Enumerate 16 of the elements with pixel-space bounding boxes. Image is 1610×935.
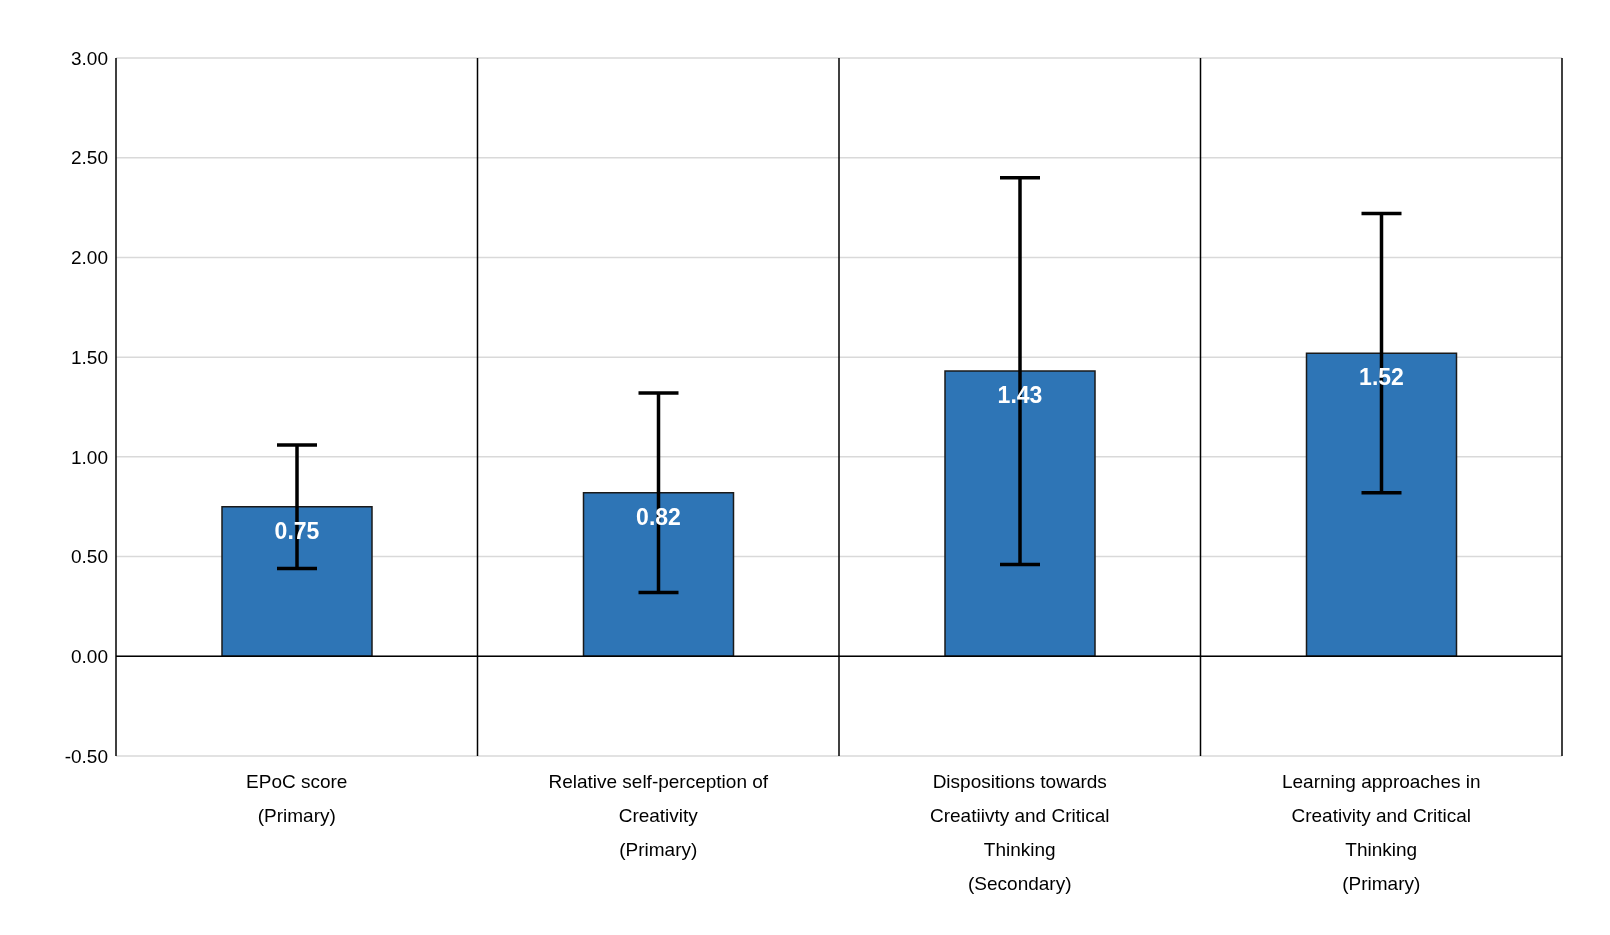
y-tick-label: 2.50	[71, 147, 108, 169]
bar	[944, 370, 1096, 658]
y-tick-label: 1.00	[71, 446, 108, 468]
x-tick-label: EPoC score (Primary)	[246, 771, 348, 826]
bar	[1305, 352, 1458, 658]
x-tick-label: Dispositions towards Creatiivty and Critical Thinking (Secondary)	[930, 771, 1110, 894]
y-tick-label: 0.00	[71, 646, 108, 668]
bar	[221, 505, 373, 658]
y-tick-label: 2.00	[71, 247, 108, 269]
y-tick-label: 3.00	[71, 47, 108, 69]
x-tick-label: Relative self-perception of Creativity (Primary)	[548, 771, 769, 860]
y-tick-label: -0.50	[64, 745, 108, 767]
y-tick-label: 1.50	[71, 346, 108, 368]
x-tick-label: Learning approaches in Creativity and Critical Thinking (Primary)	[1281, 771, 1481, 894]
y-tick-label: 0.50	[71, 546, 108, 568]
bar	[582, 492, 735, 658]
